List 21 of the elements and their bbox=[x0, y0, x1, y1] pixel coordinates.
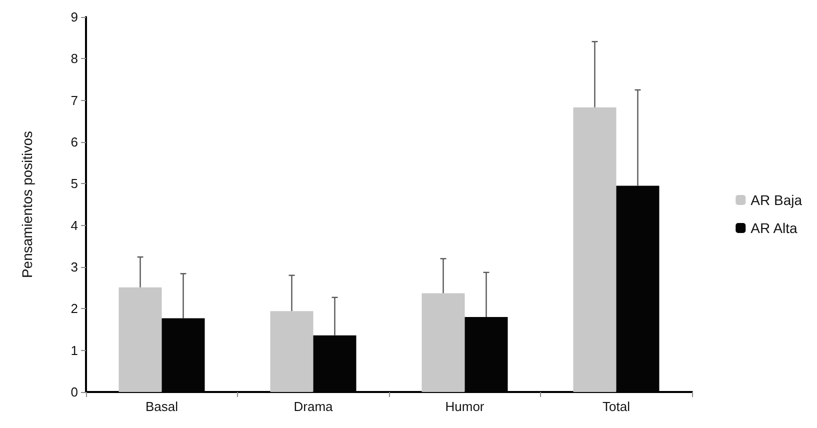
y-tick-label: 9 bbox=[70, 10, 78, 24]
y-tick-label: 2 bbox=[70, 301, 78, 316]
legend-label: AR Alta bbox=[750, 220, 798, 236]
y-tick-label: 7 bbox=[70, 92, 78, 108]
bar bbox=[422, 293, 465, 392]
y-tick-label: 4 bbox=[70, 218, 78, 233]
y-axis-title: Pensamientos positivos bbox=[19, 130, 35, 278]
y-tick-label: 1 bbox=[70, 342, 78, 358]
y-tick-label: 0 bbox=[70, 384, 78, 400]
x-tick-label: Humor bbox=[445, 399, 485, 414]
bar bbox=[573, 107, 616, 392]
y-tick-label: 3 bbox=[70, 260, 78, 274]
y-tick-label: 8 bbox=[70, 51, 78, 66]
x-tick-label: Drama bbox=[294, 399, 334, 414]
legend-label: AR Baja bbox=[750, 192, 802, 208]
bar bbox=[118, 287, 162, 392]
x-tick-label: Basal bbox=[145, 399, 178, 414]
x-tick-label: Total bbox=[602, 399, 630, 414]
y-tick-label: 5 bbox=[70, 176, 78, 192]
bar bbox=[270, 311, 314, 392]
y-tick-label: 6 bbox=[70, 134, 78, 150]
